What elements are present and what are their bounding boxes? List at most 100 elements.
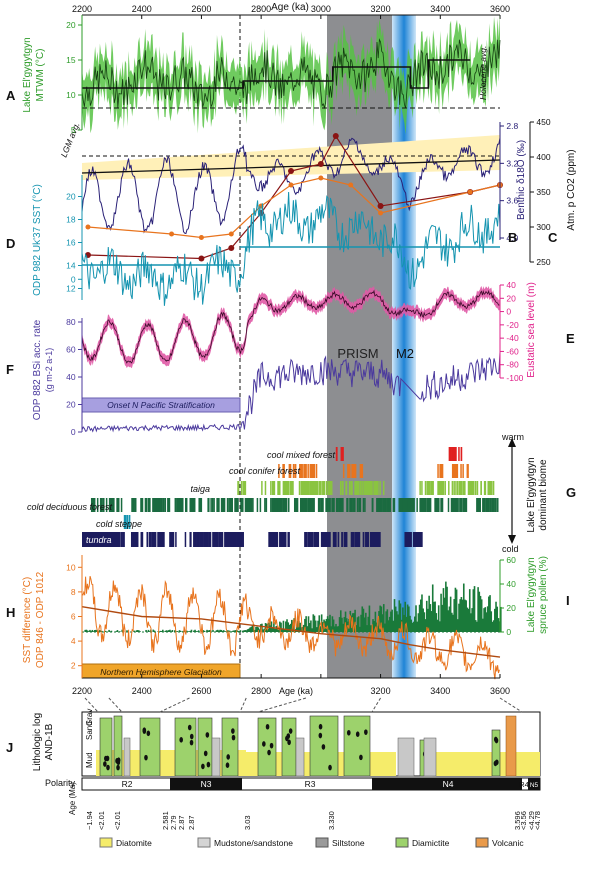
legend-diamictite-swatch [395,837,409,848]
biome-taiga-stripe [444,481,446,495]
biome-taiga-stripe [329,481,331,495]
biome-conifer-stripe [454,464,458,478]
age-tick-label: 3.596 [513,811,522,830]
biome-deciduous-stripe [379,498,382,512]
pollen-bar [366,625,368,632]
biome-taiga-stripe [325,481,328,495]
age-connector [159,697,190,713]
pollen-bar [385,611,387,632]
clast [494,737,499,744]
biome-tundra-stripe [276,532,279,547]
biome-deciduous-stripe [350,498,353,512]
biome-taiga-stripe [379,481,381,495]
panel-e-tick-label: 40 [506,280,516,290]
biome-deciduous-stripe [425,498,427,512]
biome-taiga-stripe [448,481,450,495]
pollen-bar [173,630,176,632]
pollen-bar [380,606,383,632]
biome-deciduous-stripe [389,498,392,512]
pollen-bar [314,620,317,632]
pollen-bar [280,622,282,632]
pollen-bar [415,605,417,632]
biome-tundra-stripe [274,532,276,547]
biome-taiga-stripe [474,481,477,495]
biome-taiga-stripe [372,481,374,495]
pollen-bar [428,595,430,632]
biome-deciduous-stripe [131,498,134,512]
biome-tundra-stripe [225,532,230,547]
biome-deciduous-stripe [358,498,361,512]
biome-taiga-stripe [419,481,421,495]
biome-taiga-stripe [455,481,457,495]
pollen-bar [331,616,334,632]
biome-taiga-stripe [489,481,491,495]
biome-tundra-stripe [207,532,209,547]
pollen-bar [500,606,502,632]
co2-point-2 [85,224,91,230]
pollen-bar [251,625,254,632]
biome-deciduous-stripe [422,498,426,512]
biome-taiga-stripe [291,481,294,495]
co2-point [332,133,339,139]
co2-point-2 [198,235,204,240]
clast [328,764,332,771]
pollen-bar [386,609,389,632]
ylabel-f2: (g m-2 a-1) [44,348,54,393]
pollen-bar [165,630,168,632]
clast [179,737,183,743]
clast [103,761,107,767]
age-connector [239,697,247,713]
pollen-bar [341,617,343,632]
pollen-bar [489,595,491,632]
legend-volcanic: Volcanic [492,838,524,848]
biome-deciduous-stripe [108,498,113,512]
pollen-bar [276,628,279,632]
biome-conifer-stripe [456,464,459,478]
biome-tundra: tundra [86,535,112,545]
pollen-bar [497,618,500,632]
biome-taiga-stripe [264,481,267,495]
biome-deciduous-stripe [301,498,305,512]
panel-a-mean [82,59,471,89]
pollen-bar [306,626,309,632]
bottom-tick-label: 3600 [490,686,510,696]
ylabel-e: Eustatic sea level (m) [526,282,537,378]
pollen-bar [108,629,110,632]
biome-tundra-stripe [163,532,165,547]
diamictite-column [99,717,113,777]
pollen-bar [466,607,469,632]
pollen-bar [416,621,418,632]
biome-tundra-stripe [236,532,240,547]
pollen-bar [299,622,301,632]
pollen-bar [257,627,260,632]
pollen-bar [160,630,163,632]
biome-deciduous-stripe [153,498,156,512]
pollen-bar [203,630,206,632]
clast [142,727,147,734]
biome-tundra-stripe [238,532,241,547]
pollen-bar [277,629,280,632]
age-tick-label: <3.56 [519,811,528,830]
biome-deciduous-stripe [111,498,115,512]
top-tick-label: 3400 [430,4,450,14]
bottom-axis-title: Age (ka) [279,686,313,696]
pollen-bar [171,630,174,632]
biome-deciduous-stripe [465,498,468,512]
panel-d-line [81,191,501,306]
co2-point-2 [169,231,175,237]
biome-tundra-stripe [408,532,410,547]
biome-taiga-stripe [237,481,240,495]
pollen-bar [453,599,456,632]
pollen-bar [91,629,94,632]
top-tick-label: 3000 [311,4,331,14]
panel-c-tick-label: 450 [536,117,550,127]
biome-deciduous-stripe [295,498,299,512]
pollen-bar [483,608,485,632]
pollen-bar [436,619,439,632]
pollen-bar [325,618,328,632]
biome-deciduous-stripe [176,498,180,512]
panel-e-tick-label: 20 [506,293,516,303]
biome-deciduous-stripe [405,498,409,512]
prism-band [327,15,393,678]
panel-d-tick-label: 14 [66,261,76,271]
